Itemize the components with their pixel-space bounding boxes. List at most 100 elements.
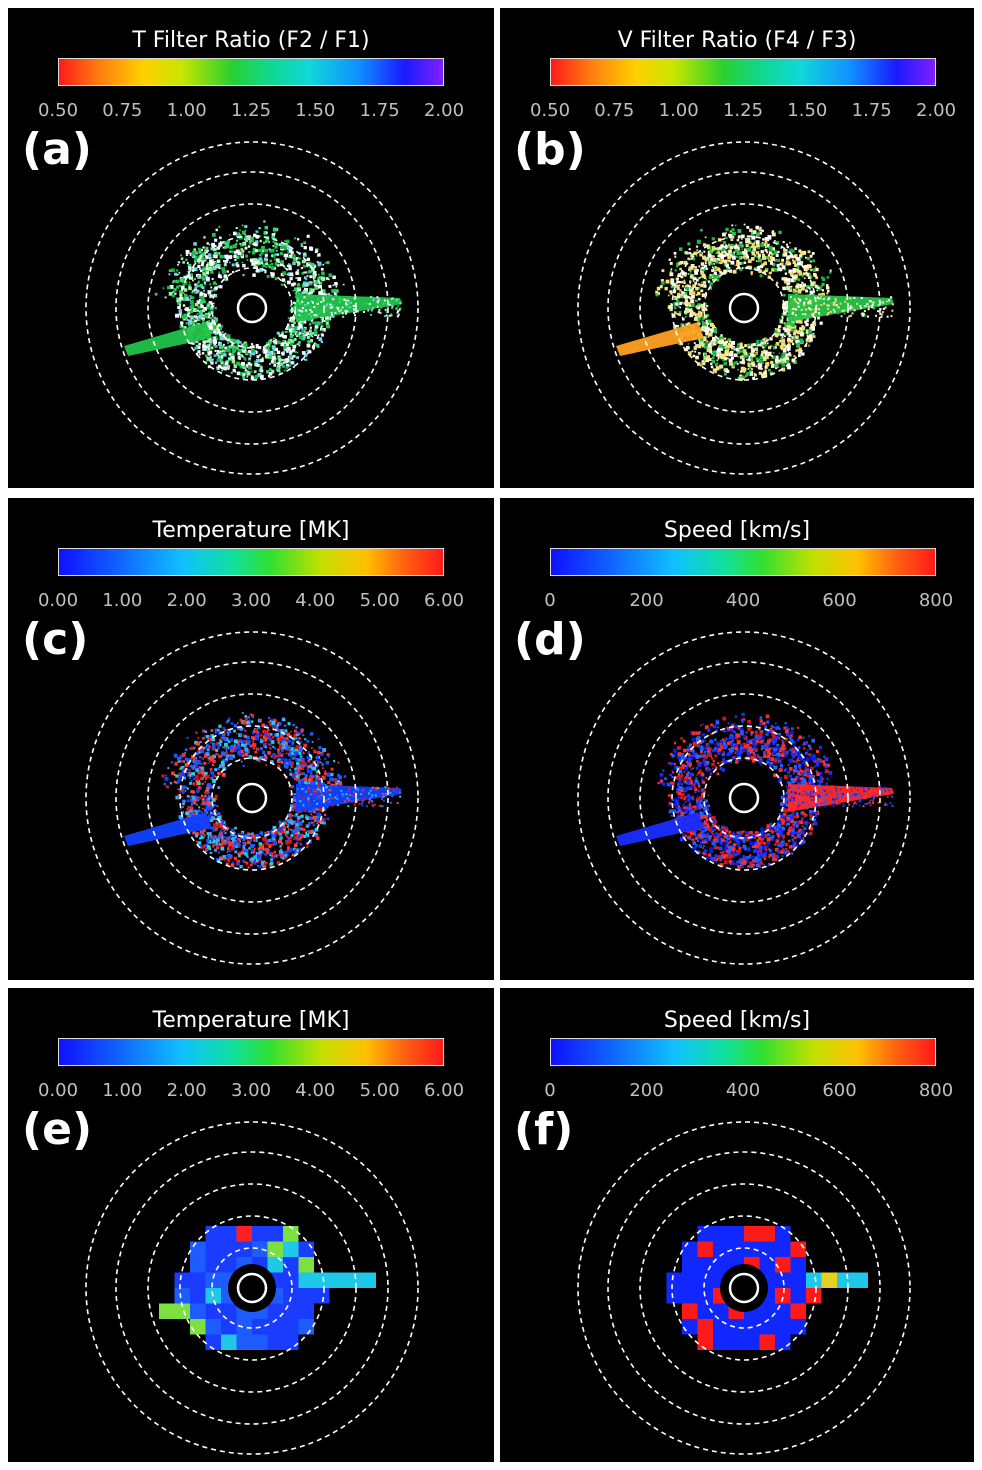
data-pixel [286, 327, 289, 330]
data-pixel [265, 355, 269, 359]
data-pixel [242, 842, 246, 846]
data-pixel [312, 348, 315, 351]
data-pixel [208, 814, 212, 818]
data-pixel [231, 744, 234, 748]
data-pixel [716, 274, 721, 279]
data-pixel [243, 743, 247, 747]
data-pixel [822, 297, 825, 300]
data-pixel [192, 830, 197, 835]
data-pixel [218, 351, 221, 354]
data-pixel [316, 321, 321, 326]
data-pixel [333, 778, 337, 783]
data-pixel [728, 243, 730, 246]
data-pixel [863, 314, 866, 317]
data-pixel [201, 275, 205, 280]
data-pixel [257, 847, 261, 851]
data-pixel [289, 277, 293, 281]
data-pixel [195, 812, 198, 816]
data-pixel [777, 333, 780, 336]
data-pixel [208, 243, 211, 246]
data-pixel [280, 754, 283, 757]
data-pixel [186, 787, 188, 789]
data-pixel [314, 819, 317, 823]
data-pixel [274, 720, 277, 723]
data-pixel [289, 364, 292, 367]
data-pixel [218, 823, 223, 828]
data-pixel [201, 757, 204, 760]
data-pixel [734, 224, 737, 227]
data-pixel [303, 309, 306, 312]
data-pixel [241, 365, 245, 369]
data-pixel [311, 780, 314, 784]
data-pixel [220, 856, 223, 859]
data-pixel [250, 370, 253, 373]
data-pixel [690, 253, 695, 258]
data-pixel [289, 768, 292, 771]
data-pixel [391, 297, 394, 300]
data-pixel [365, 303, 368, 306]
data-pixel [196, 790, 199, 794]
colorbar-tick-label: 1.75 [359, 100, 400, 121]
data-pixel [211, 233, 216, 237]
data-pixel [234, 826, 237, 830]
data-pixel [271, 856, 274, 859]
data-pixel [239, 844, 241, 846]
data-pixel [303, 303, 306, 306]
data-pixel [729, 230, 732, 233]
data-pixel [715, 259, 719, 263]
data-pixel [238, 842, 241, 845]
data-pixel [707, 322, 710, 325]
data-pixel [290, 251, 294, 255]
data-pixel [187, 774, 190, 777]
colorbar-title: V Filter Ratio (F4 / F3) [617, 28, 857, 53]
data-pixel [257, 759, 261, 763]
data-pixel [856, 302, 859, 305]
data-pixel [189, 294, 192, 298]
data-pixel [819, 321, 823, 325]
data-pixel [774, 363, 779, 368]
data-pixel [296, 297, 299, 300]
data-pixel [210, 361, 214, 365]
data-pixel [309, 281, 313, 285]
data-pixel [274, 277, 278, 281]
data-pixel [241, 224, 244, 227]
data-pixel [715, 273, 717, 276]
data-pixel [241, 711, 244, 714]
data-pixel [289, 248, 293, 252]
data-pixel [753, 372, 756, 375]
data-pixel [759, 226, 762, 230]
data-pixel [729, 361, 733, 366]
data-pixel [699, 253, 703, 257]
data-pixel [669, 272, 673, 276]
data-pixel [324, 757, 327, 760]
data-pixel [200, 803, 203, 806]
data-pixel [810, 268, 813, 272]
data-pixel [227, 853, 232, 858]
data-pixel [877, 304, 880, 307]
data-pixel [266, 370, 270, 374]
data-pixel [715, 247, 717, 250]
data-pixel [244, 238, 248, 242]
data-pixel [727, 246, 730, 249]
data-pixel [268, 843, 272, 848]
data-pixel [163, 782, 167, 786]
data-pixel [269, 760, 274, 764]
data-pixel [353, 314, 356, 317]
data-pixel [216, 353, 220, 357]
data-pixel [282, 339, 286, 343]
data-pixel [196, 766, 198, 768]
data-pixel [242, 838, 246, 841]
data-pixel [250, 843, 255, 848]
data-pixel [193, 758, 197, 762]
data-pixel [294, 825, 298, 829]
data-pixel [175, 781, 178, 784]
data-pixel [219, 358, 223, 361]
data-pixel [743, 360, 746, 363]
data-pixel [209, 784, 214, 789]
data-pixel [750, 257, 755, 261]
data-pixel [177, 300, 182, 305]
data-pixel [267, 839, 270, 841]
data-pixel [743, 223, 746, 226]
data-pixel [226, 348, 231, 353]
data-pixel [312, 807, 316, 811]
